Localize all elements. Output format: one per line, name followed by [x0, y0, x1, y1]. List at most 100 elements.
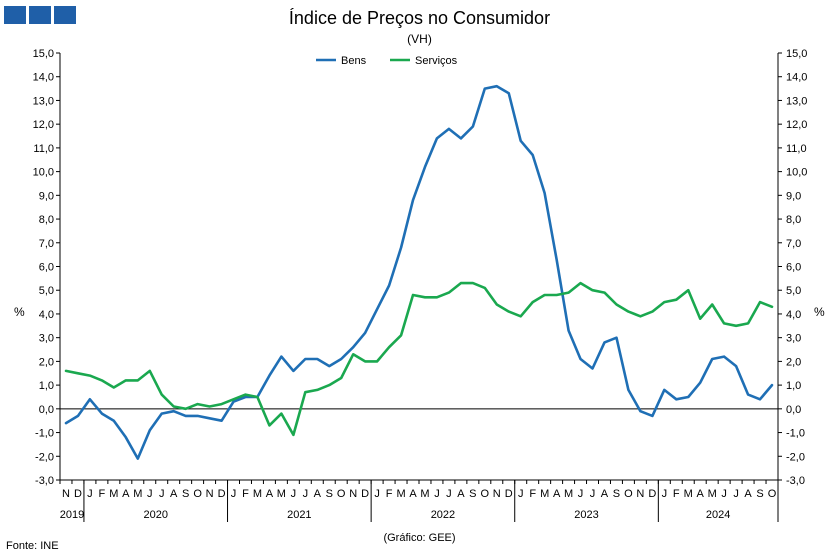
year-label: 2021 — [287, 509, 311, 521]
y-tick-label-right: 12,0 — [786, 119, 807, 131]
x-tick-label: S — [469, 488, 476, 500]
y-tick-label-left: 4,0 — [39, 309, 54, 321]
x-tick-label: M — [109, 488, 118, 500]
x-tick-label: F — [386, 488, 393, 500]
year-label: 2024 — [706, 509, 730, 521]
y-tick-label-left: 8,0 — [39, 214, 54, 226]
x-tick-label: F — [673, 488, 680, 500]
y-tick-label-left: 12,0 — [33, 119, 54, 131]
data-source: Fonte: INE — [6, 540, 59, 552]
y-tick-label-left: 2,0 — [39, 356, 54, 368]
y-tick-label-right: 11,0 — [786, 143, 807, 155]
x-tick-label: A — [409, 488, 417, 500]
y-tick-label-left: 5,0 — [39, 285, 54, 297]
x-tick-label: J — [159, 488, 165, 500]
x-tick-label: O — [768, 488, 777, 500]
y-tick-label-left: 3,0 — [39, 333, 54, 345]
x-tick-label: J — [231, 488, 237, 500]
chart-subtitle: (VH) — [407, 32, 432, 46]
chart-credit: (Gráfico: GEE) — [383, 532, 456, 544]
y-tick-label-left: 13,0 — [33, 95, 54, 107]
x-tick-label: A — [553, 488, 561, 500]
y-tick-label-left: 1,0 — [39, 380, 54, 392]
y-tick-label-right: 3,0 — [786, 333, 801, 345]
x-tick-label: J — [87, 488, 93, 500]
x-tick-label: D — [648, 488, 656, 500]
x-tick-label: M — [540, 488, 549, 500]
x-tick-label: N — [62, 488, 70, 500]
series-line-bens — [64, 84, 774, 460]
y-tick-label-right: 14,0 — [786, 72, 807, 84]
y-tick-label-right: 5,0 — [786, 285, 801, 297]
x-tick-label: D — [218, 488, 226, 500]
y-tick-label-right: 15,0 — [786, 48, 807, 60]
x-tick-label: J — [590, 488, 596, 500]
y-tick-label-right: 4,0 — [786, 309, 801, 321]
x-tick-label: J — [578, 488, 584, 500]
x-tick-label: M — [277, 488, 286, 500]
y-tick-label-right: -3,0 — [786, 475, 805, 487]
y-tick-label-right: 2,0 — [786, 356, 801, 368]
x-tick-label: A — [601, 488, 609, 500]
x-tick-label: A — [266, 488, 274, 500]
x-tick-label: J — [446, 488, 452, 500]
y-tick-label-left: 10,0 — [33, 167, 54, 179]
y-tick-label-left: 11,0 — [33, 143, 54, 155]
series-line-servios — [64, 281, 774, 437]
x-tick-label: M — [684, 488, 693, 500]
y-tick-label-left: -1,0 — [35, 428, 54, 440]
x-tick-label: D — [505, 488, 513, 500]
y-tick-label-left: 7,0 — [39, 238, 54, 250]
y-tick-label-left: 14,0 — [33, 72, 54, 84]
x-tick-label: J — [291, 488, 297, 500]
x-tick-label: M — [396, 488, 405, 500]
x-tick-label: A — [122, 488, 130, 500]
year-label: 2023 — [574, 509, 598, 521]
x-tick-label: J — [434, 488, 440, 500]
x-tick-label: S — [182, 488, 189, 500]
x-tick-label: A — [744, 488, 752, 500]
brand-logo — [4, 6, 76, 24]
y-tick-label-right: 13,0 — [786, 95, 807, 107]
y-tick-label-left: -2,0 — [35, 451, 54, 463]
x-tick-label: J — [303, 488, 309, 500]
x-tick-label: O — [337, 488, 346, 500]
x-tick-label: D — [74, 488, 82, 500]
y-axis-label-right: % — [814, 305, 825, 319]
x-tick-label: O — [193, 488, 202, 500]
x-tick-label: M — [420, 488, 429, 500]
chart-title: Índice de Preços no Consumidor — [288, 8, 551, 28]
x-tick-label: O — [481, 488, 490, 500]
y-tick-label-left: 0,0 — [39, 404, 54, 416]
y-tick-label-left: -3,0 — [35, 475, 54, 487]
year-label: 2022 — [431, 509, 455, 521]
x-tick-label: M — [253, 488, 262, 500]
x-tick-label: N — [493, 488, 501, 500]
x-tick-label: S — [613, 488, 620, 500]
y-tick-label-right: 9,0 — [786, 190, 801, 202]
x-tick-label: N — [349, 488, 357, 500]
x-tick-label: N — [206, 488, 214, 500]
y-tick-label-right: -2,0 — [786, 451, 805, 463]
legend-label: Bens — [341, 55, 367, 67]
y-tick-label-right: 0,0 — [786, 404, 801, 416]
x-tick-label: F — [529, 488, 536, 500]
logo-square — [54, 6, 76, 24]
x-tick-label: J — [374, 488, 380, 500]
year-label: 2019 — [60, 509, 84, 521]
y-tick-label-right: 10,0 — [786, 167, 807, 179]
x-tick-label: J — [733, 488, 739, 500]
x-tick-label: O — [624, 488, 633, 500]
x-tick-label: A — [170, 488, 178, 500]
logo-square — [29, 6, 51, 24]
x-tick-label: J — [721, 488, 727, 500]
x-tick-label: J — [518, 488, 524, 500]
x-tick-label: S — [756, 488, 763, 500]
x-tick-label: A — [697, 488, 705, 500]
logo-square — [4, 6, 26, 24]
x-tick-label: J — [662, 488, 668, 500]
y-tick-label-right: 8,0 — [786, 214, 801, 226]
legend-label: Serviços — [415, 55, 458, 67]
x-tick-label: M — [708, 488, 717, 500]
